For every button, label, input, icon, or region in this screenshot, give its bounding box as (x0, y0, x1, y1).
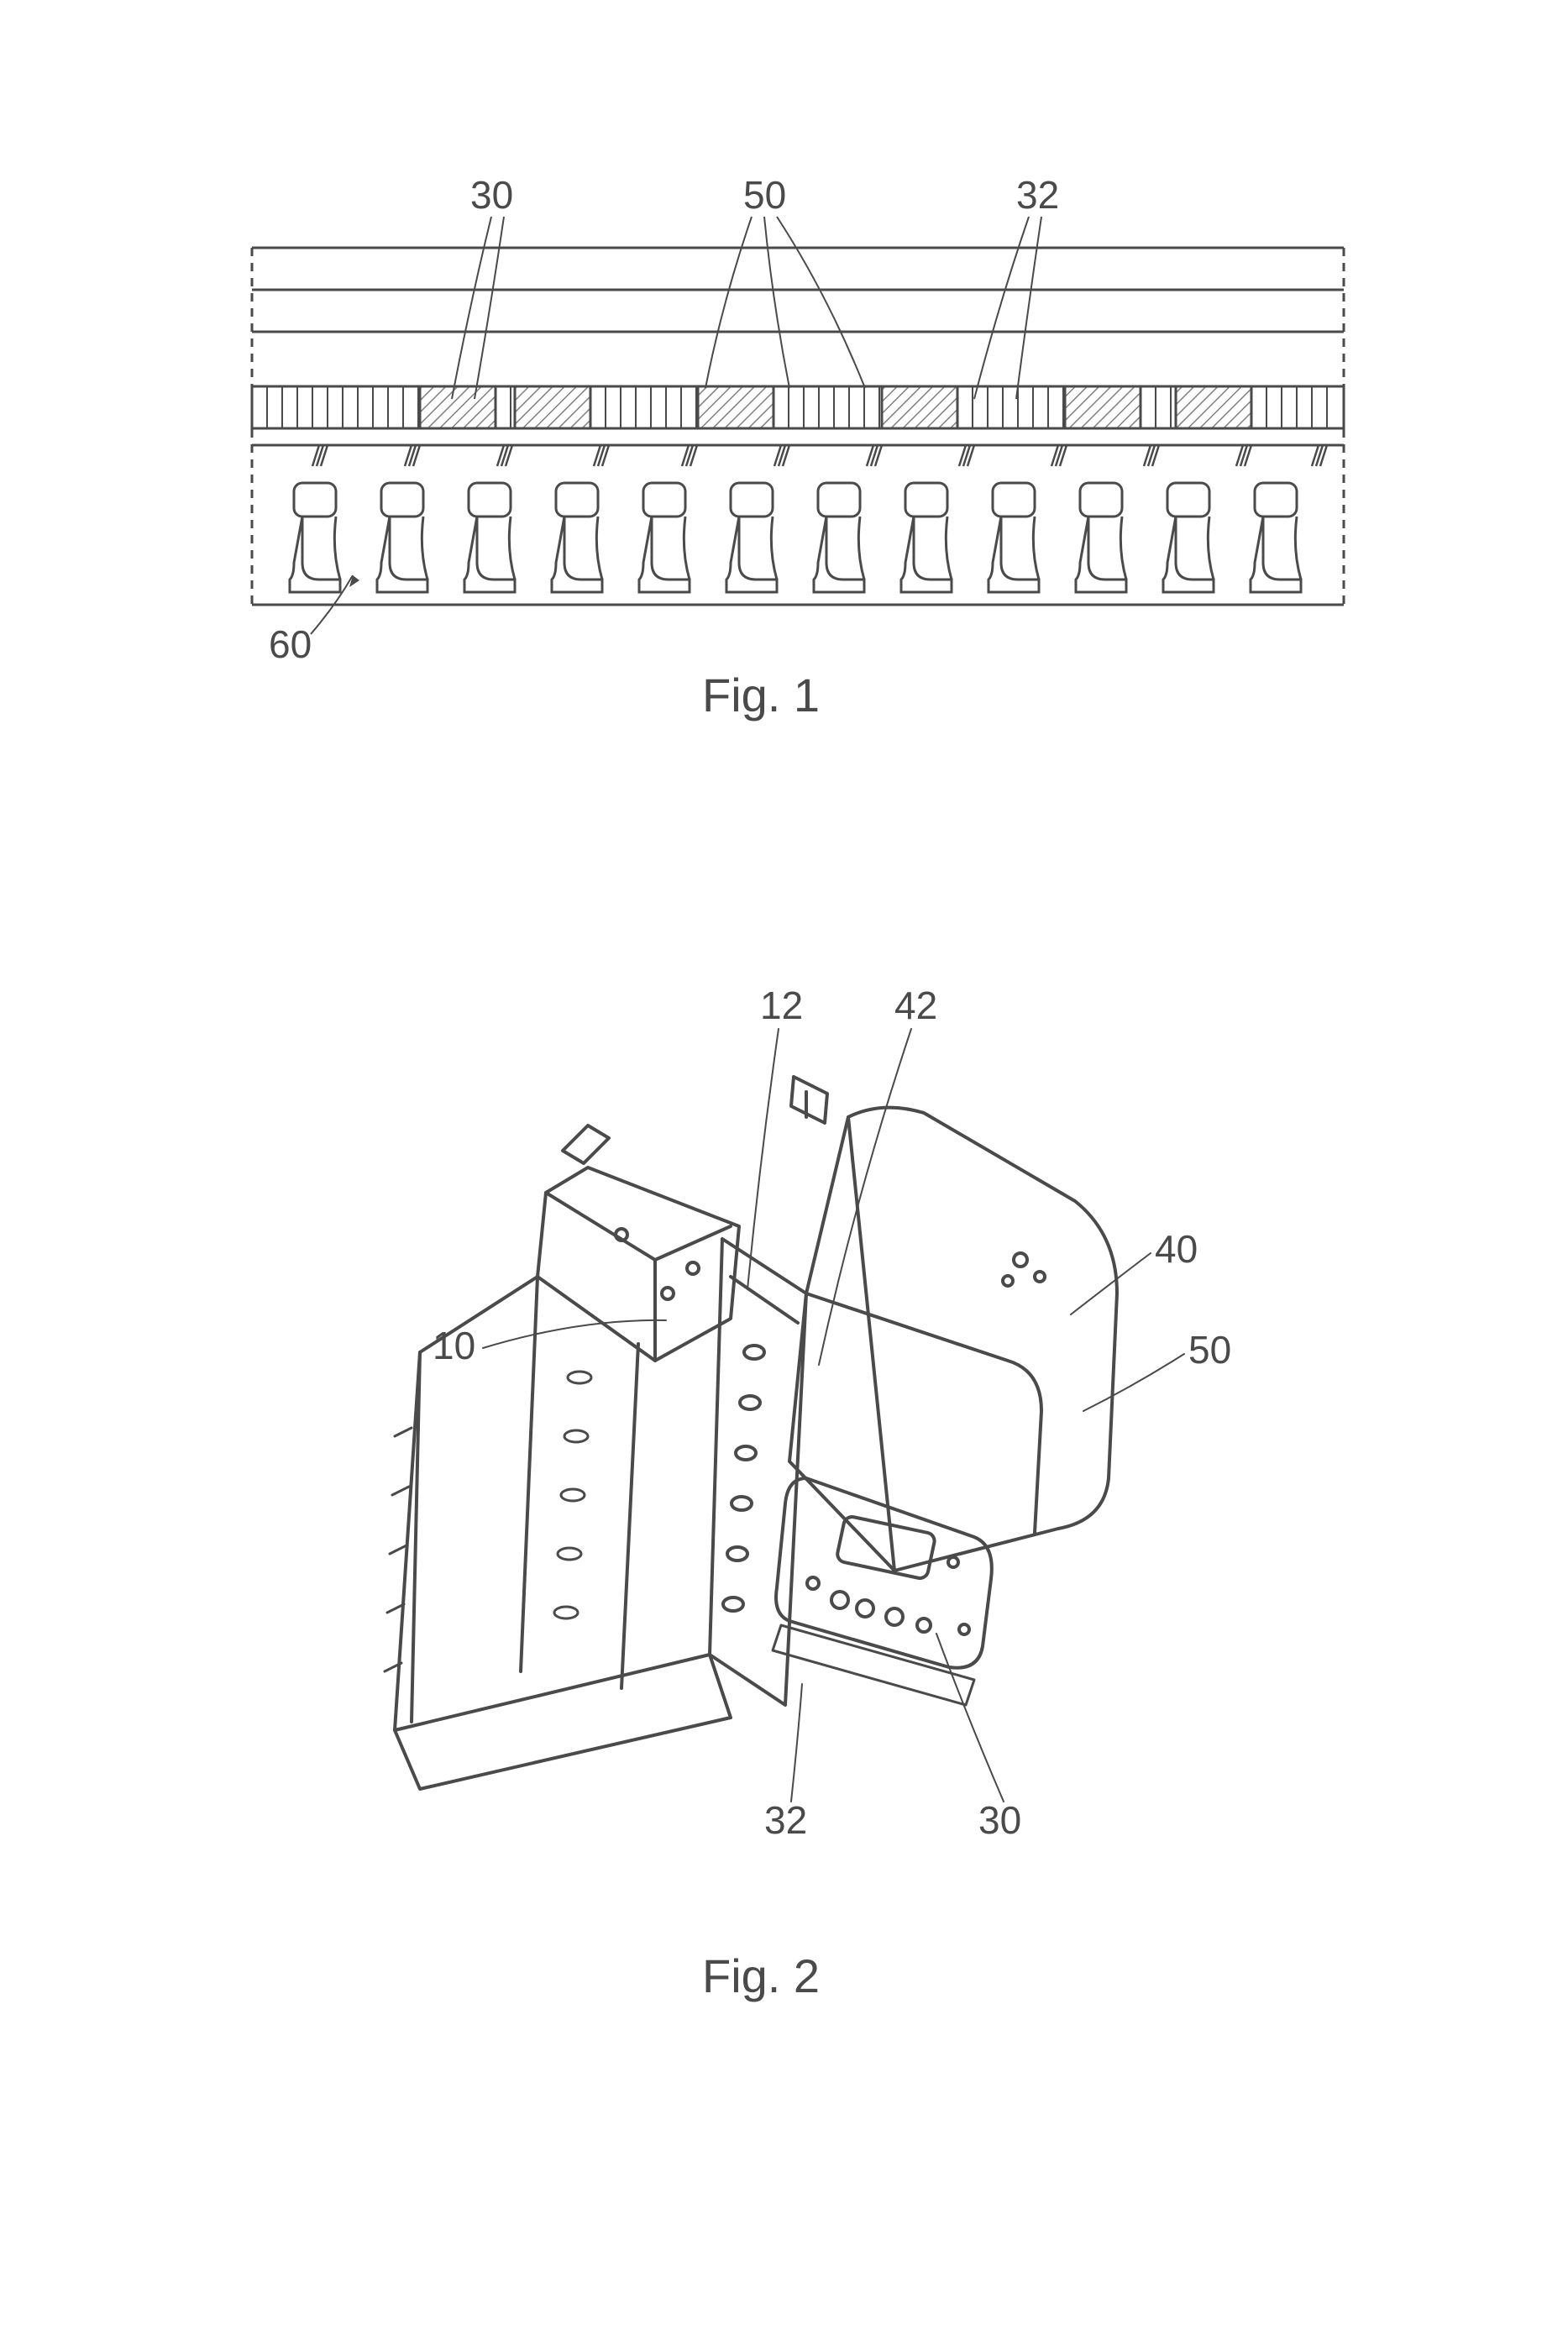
ref-30-f1: 30 (470, 172, 513, 218)
ref-30-f2: 30 (978, 1797, 1021, 1843)
ref-42-f2: 42 (894, 983, 937, 1028)
figure-2-caption: Fig. 2 (702, 1949, 820, 2003)
ref-50-f2: 50 (1188, 1327, 1231, 1372)
ref-32-f1: 32 (1016, 172, 1059, 218)
ref-10-f2: 10 (433, 1323, 475, 1368)
figure-1-caption: Fig. 1 (702, 668, 820, 722)
ref-50-f1: 50 (743, 172, 786, 218)
figure-2 (385, 1029, 1184, 1802)
ref-32-f2: 32 (764, 1797, 807, 1843)
patent-figure-page: Fig. 1 Fig. 2 30 50 32 60 12 42 10 40 50… (0, 0, 1568, 2345)
ref-40-f2: 40 (1155, 1226, 1198, 1272)
ref-12-f2: 12 (760, 983, 803, 1028)
figure-1 (252, 217, 1344, 634)
ref-60-f1: 60 (269, 622, 312, 667)
